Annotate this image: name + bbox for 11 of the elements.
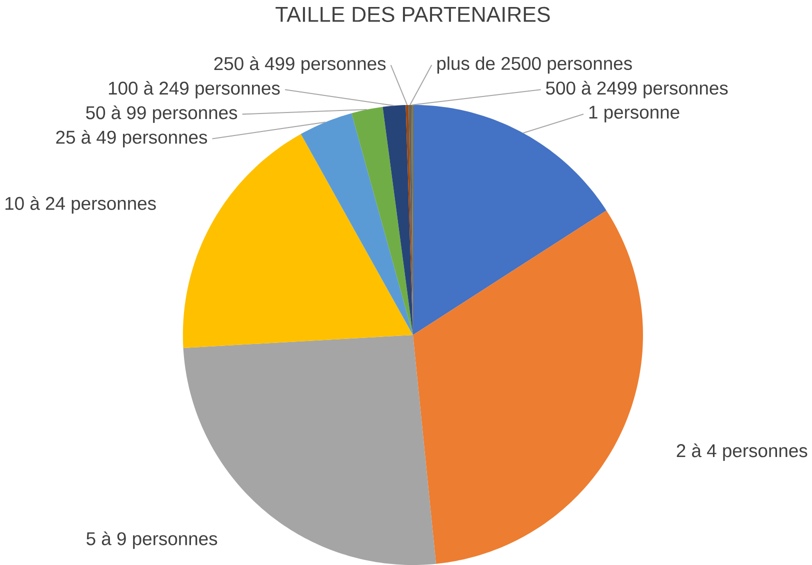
slice-label: 100 à 249 personnes bbox=[108, 80, 280, 98]
slice-label: 50 à 99 personnes bbox=[86, 105, 238, 123]
slice-label: 5 à 9 personnes bbox=[86, 532, 218, 549]
slice-label: 2 à 4 personnes bbox=[676, 443, 808, 461]
slice-label: 1 personne bbox=[589, 106, 680, 122]
slice-label: 25 à 49 personnes bbox=[56, 130, 208, 148]
slice-label: 500 à 2499 personnes bbox=[546, 80, 728, 98]
slice-label: 250 à 499 personnes bbox=[214, 56, 386, 74]
slice-label: 10 à 24 personnes bbox=[6, 196, 156, 214]
slice-label: plus de 2500 personnes bbox=[437, 56, 632, 74]
chart-title: TAILLE DES PARTENAIRES bbox=[276, 6, 550, 22]
